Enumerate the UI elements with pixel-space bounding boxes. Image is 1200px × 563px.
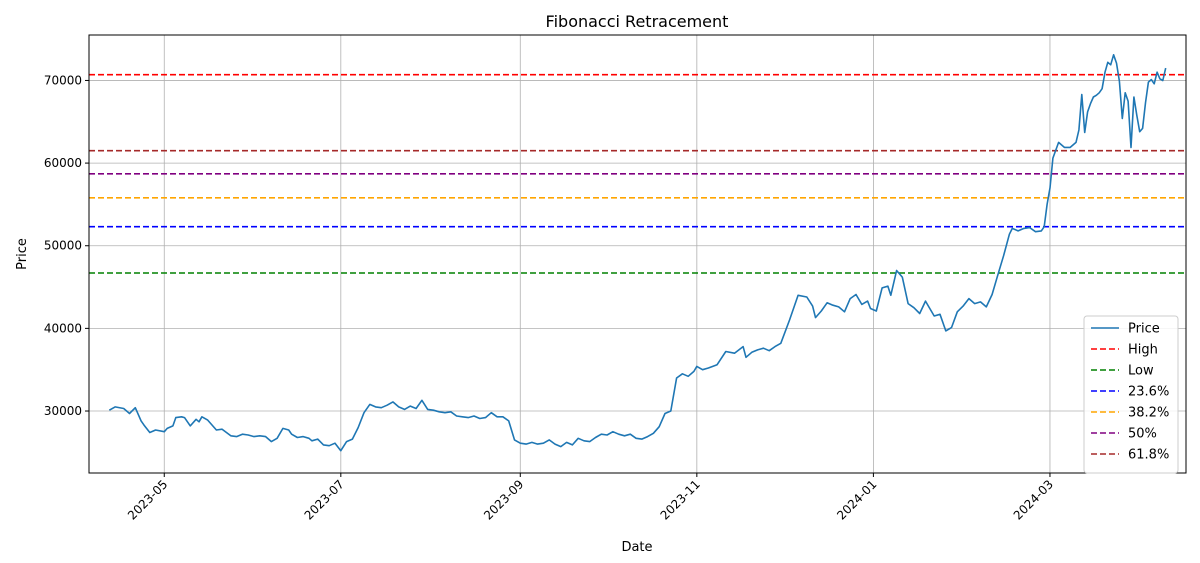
- x-tick-label: 2024-01: [834, 477, 879, 522]
- price-series: [108, 53, 1167, 452]
- y-tick-label: 40000: [44, 321, 82, 335]
- legend-label: 50%: [1128, 427, 1157, 442]
- x-axis-label: Date: [621, 540, 652, 555]
- y-axis-label: Price: [15, 238, 30, 270]
- legend-label: Price: [1128, 322, 1160, 337]
- price-line: [108, 53, 1167, 452]
- legend-label: 38.2%: [1128, 406, 1169, 421]
- legend-box: [1083, 315, 1179, 474]
- legend-label: 23.6%: [1128, 385, 1169, 400]
- x-tick-label: 2024-03: [1011, 477, 1056, 522]
- y-tick-label: 70000: [44, 73, 82, 87]
- x-tick-label: 2023-09: [481, 477, 526, 522]
- chart-title: Fibonacci Retracement: [546, 12, 729, 31]
- x-tick-label: 2023-07: [302, 477, 347, 522]
- x-tick-label: 2023-11: [658, 477, 703, 522]
- y-tick-label: 60000: [44, 156, 82, 170]
- x-axis: 2023-05 2023-07 2023-09 2023-11 2024-01 2024-…: [125, 473, 1056, 523]
- legend-label: Low: [1128, 364, 1154, 379]
- y-tick-label: 30000: [44, 404, 82, 418]
- legend-label: 61.8%: [1128, 448, 1169, 463]
- retracement-levels: [89, 73, 1186, 274]
- legend-label: High: [1128, 343, 1158, 358]
- grid: [89, 35, 1186, 473]
- y-axis: 30000 40000 50000 60000 70000: [44, 73, 89, 418]
- y-tick-label: 50000: [44, 239, 82, 253]
- plot-frame: [88, 34, 1187, 474]
- x-tick-label: 2023-05: [125, 477, 170, 522]
- legend: Price High Low 23.6% 38.2% 50% 61.8%: [1083, 315, 1179, 474]
